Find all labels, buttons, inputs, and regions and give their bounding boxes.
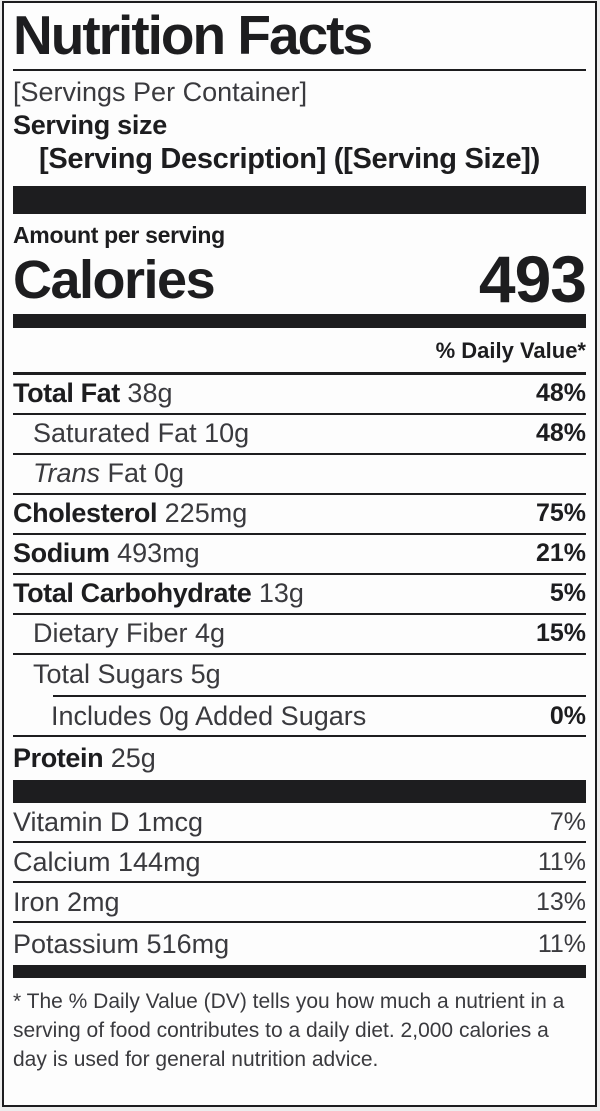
nutrient-name: Potassium 516mg <box>13 928 230 959</box>
daily-value-percent: 15% <box>535 619 586 648</box>
calories-value: 493 <box>478 241 587 316</box>
serving-description: [Serving Description] ([Serving Size]) <box>39 143 541 176</box>
nutrient-row: Cholesterol 225mg 75% <box>13 495 586 535</box>
nutrient-name: Total Sugars 5g <box>33 659 221 690</box>
nutrient-row: Trans Fat 0g <box>13 455 586 495</box>
micronutrient-row: Iron 2mg 13% <box>13 883 586 924</box>
nutrient-row: Total Sugars 5g <box>13 655 586 695</box>
title-divider <box>13 69 586 72</box>
calories-label: Calories <box>13 249 216 310</box>
nutrient-name: Iron 2mg <box>13 886 120 917</box>
nutrient-row: Dietary Fiber 4g 15% <box>13 615 586 655</box>
micronutrient-row: Calcium 144mg 11% <box>13 843 586 884</box>
daily-value-percent: 11% <box>537 929 586 958</box>
amount-per-serving-label: Amount per serving <box>13 221 225 248</box>
daily-value-percent: 5% <box>549 579 586 608</box>
servings-per-container: [Servings Per Container] <box>13 77 308 108</box>
micronutrient-row: Vitamin D 1mcg 7% <box>13 803 586 844</box>
nutrient-name: Cholesterol 225mg <box>13 498 248 529</box>
daily-value-percent: 0% <box>549 701 586 730</box>
nutrient-name: Includes 0g Added Sugars <box>51 700 367 731</box>
nutrient-name: Total Fat 38g <box>13 378 173 409</box>
nutrient-name: Sodium 493mg <box>13 538 200 569</box>
serving-size-label: Serving size <box>13 110 167 141</box>
nutrient-row: Sodium 493mg 21% <box>13 535 586 575</box>
daily-value-header: % Daily Value* <box>435 337 586 363</box>
daily-value-percent: 75% <box>535 499 586 528</box>
daily-value-percent: 7% <box>549 807 586 836</box>
section-bar-protein <box>13 780 586 804</box>
nutrient-name: Total Carbohydrate 13g <box>13 578 304 609</box>
daily-value-percent: 11% <box>537 847 586 876</box>
serving-info: [Servings Per Container] Serving size [S… <box>13 71 586 185</box>
calories-row: Calories 493 <box>13 241 587 316</box>
section-bar-serving <box>13 185 586 214</box>
nutrient-row: Includes 0g Added Sugars 0% <box>13 697 586 738</box>
nutrient-name: Dietary Fiber 4g <box>33 618 226 649</box>
indented-divider <box>53 694 586 698</box>
daily-value-percent: 21% <box>535 539 586 568</box>
daily-value-percent: 48% <box>535 419 586 448</box>
nutrient-row: Total Fat 38g 48% <box>13 375 586 415</box>
nutrient-name: Trans Fat 0g <box>33 458 185 489</box>
section-bar-micronutrients <box>13 965 586 979</box>
nutrient-name: Protein 25g <box>13 743 156 774</box>
nutrient-name: Saturated Fat 10g <box>33 418 250 449</box>
micronutrient-row: Potassium 516mg 11% <box>13 923 586 965</box>
nutrient-name: Calcium 144mg <box>13 846 201 877</box>
daily-value-divider <box>13 371 586 375</box>
daily-value-footnote: * The % Daily Value (DV) tells you how m… <box>13 990 565 1072</box>
label-title: Nutrition Facts <box>13 4 373 66</box>
nutrient-row: Protein 25g <box>13 737 586 780</box>
daily-value-percent: 48% <box>535 379 586 408</box>
nutrient-row: Total Carbohydrate 13g 5% <box>13 575 586 615</box>
nutrient-name: Vitamin D 1mcg <box>13 806 204 837</box>
section-bar-calories <box>13 313 586 328</box>
nutrient-row: Saturated Fat 10g 48% <box>13 415 586 455</box>
daily-value-percent: 13% <box>535 887 586 916</box>
nutrient-rows: Total Fat 38g 48% Saturated Fat 10g 48% Tran… <box>13 375 586 781</box>
micronutrient-rows: Vitamin D 1mcg 7% Calcium 144mg 11% Iron 2mg… <box>13 803 586 965</box>
